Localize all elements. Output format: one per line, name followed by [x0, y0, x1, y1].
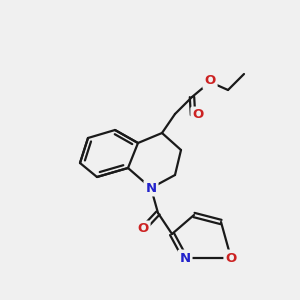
Text: N: N: [146, 182, 157, 194]
Text: O: O: [225, 251, 237, 265]
Text: O: O: [137, 223, 148, 236]
Text: O: O: [204, 74, 216, 88]
Text: N: N: [179, 251, 191, 265]
Text: O: O: [192, 109, 204, 122]
